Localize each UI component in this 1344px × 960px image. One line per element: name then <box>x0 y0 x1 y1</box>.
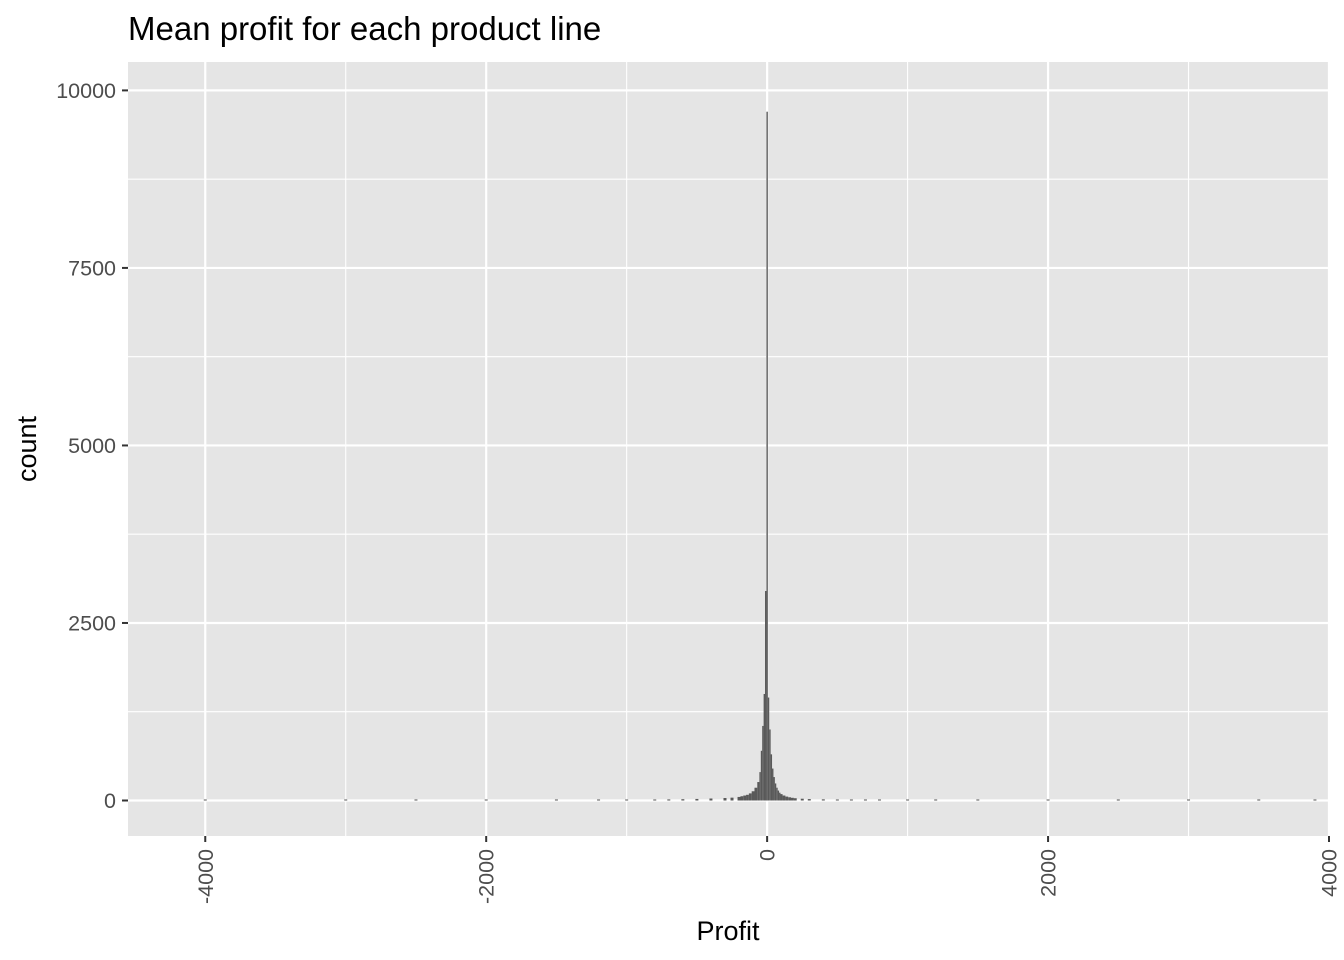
histogram-bars <box>203 111 1317 801</box>
histogram-bar <box>772 768 774 801</box>
histogram-bar <box>773 777 775 801</box>
histogram-bar <box>1187 799 1191 801</box>
histogram-bar <box>344 799 348 801</box>
histogram-bar <box>414 799 418 801</box>
histogram-bar <box>484 799 488 801</box>
x-tick-label: 4000 <box>1318 849 1342 897</box>
histogram-bar <box>757 782 760 801</box>
histogram-bar <box>800 798 804 801</box>
histogram-bar <box>667 799 671 801</box>
histogram-bar <box>681 799 685 801</box>
histogram-bar <box>769 729 771 801</box>
histogram-bar <box>765 591 767 801</box>
histogram-bar <box>779 792 781 801</box>
histogram-bar <box>723 798 727 801</box>
histogram-bar <box>653 799 657 801</box>
histogram-bar <box>821 799 825 801</box>
histogram-bar <box>730 797 734 801</box>
histogram-bar <box>597 799 601 801</box>
y-axis-ticks: 0 2500 5000 7500 10000 <box>56 79 128 813</box>
histogram-bar <box>1313 799 1317 801</box>
histogram-bar <box>782 795 786 801</box>
histogram-bar <box>791 797 794 801</box>
histogram-bar <box>1046 799 1050 801</box>
histogram-bar <box>751 791 755 801</box>
plot-panel <box>128 62 1329 836</box>
histogram-bar <box>777 790 780 801</box>
chart-title: Mean profit for each product line <box>128 10 601 47</box>
histogram-bar <box>788 797 792 801</box>
histogram-bar <box>766 111 768 801</box>
histogram-bar <box>1116 799 1120 801</box>
y-tick-label: 7500 <box>68 256 116 280</box>
y-tick-label: 0 <box>104 789 116 813</box>
x-tick-label: 2000 <box>1037 849 1061 897</box>
y-axis-label: count <box>12 415 42 482</box>
histogram-bar <box>835 799 839 801</box>
histogram-bar <box>976 799 980 801</box>
histogram-bar <box>849 799 853 801</box>
y-tick-label: 2500 <box>68 611 116 635</box>
histogram-bar <box>776 787 778 801</box>
histogram-bar <box>709 798 713 801</box>
histogram-bar <box>807 799 811 801</box>
histogram-bar <box>863 799 867 801</box>
histogram-bar <box>1257 799 1261 801</box>
histogram-bar <box>695 798 699 801</box>
histogram-bar <box>625 799 629 801</box>
histogram-bar <box>762 725 764 801</box>
histogram-bar <box>737 796 741 801</box>
histogram-bar <box>746 794 749 801</box>
histogram-bar <box>780 794 783 801</box>
x-axis-label: Profit <box>696 916 760 946</box>
histogram-bar <box>906 799 910 801</box>
histogram-bar <box>785 796 789 801</box>
histogram-bar <box>203 799 207 801</box>
histogram-bar <box>767 697 770 801</box>
histogram-bar <box>763 693 766 801</box>
histogram-bar <box>754 787 758 801</box>
y-tick-label: 10000 <box>56 79 116 103</box>
x-tick-label: 0 <box>756 849 780 861</box>
histogram-bar <box>554 799 558 801</box>
histogram-bar <box>878 799 882 801</box>
x-tick-label: -2000 <box>475 849 499 904</box>
histogram-bar <box>934 799 938 801</box>
histogram-bar <box>759 772 761 801</box>
x-axis-ticks: -4000 -2000 0 2000 4000 <box>194 836 1342 904</box>
histogram-bar <box>793 798 797 801</box>
histogram-bar <box>770 754 773 801</box>
histogram-bar <box>740 796 744 801</box>
histogram-bar <box>748 793 752 801</box>
histogram-bar <box>774 783 777 801</box>
x-tick-label: -4000 <box>194 849 218 904</box>
histogram-bar <box>743 795 747 801</box>
grid-lines <box>128 62 1331 836</box>
y-tick-label: 5000 <box>68 434 116 458</box>
histogram-bar <box>760 750 763 801</box>
